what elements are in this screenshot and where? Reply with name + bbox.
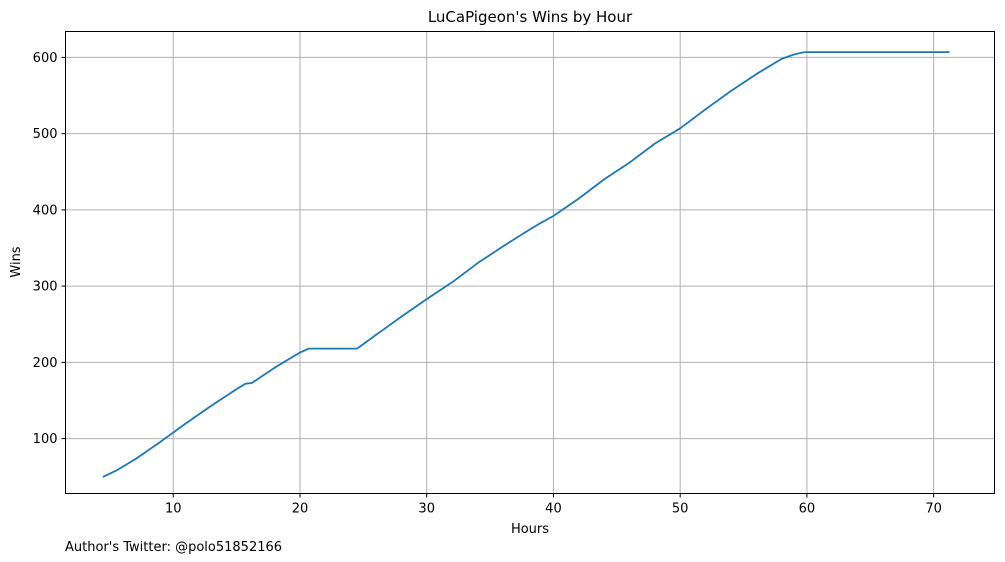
axis-ticks: 10 20 30 40 50 60 70 100 200 300 400 500 600	[33, 51, 942, 517]
y-tick-label: 300	[33, 280, 58, 295]
y-tick-label: 100	[33, 432, 58, 447]
x-tick-label: 30	[418, 502, 435, 517]
x-tick-label: 40	[545, 502, 562, 517]
y-tick-label: 400	[33, 203, 58, 218]
wins-series-line	[102, 51, 950, 478]
x-tick-label: 50	[672, 502, 689, 517]
x-tick-label: 10	[165, 502, 182, 517]
x-tick-label: 70	[925, 502, 942, 517]
y-tick-label: 200	[33, 356, 58, 371]
grid	[65, 31, 995, 494]
y-tick-label: 600	[33, 51, 58, 66]
plot-frame	[65, 31, 995, 494]
chart-title: LuCaPigeon's Wins by Hour	[428, 8, 633, 26]
series	[102, 51, 950, 478]
x-axis-label: Hours	[511, 522, 549, 537]
x-tick-label: 20	[292, 502, 309, 517]
y-tick-label: 500	[33, 127, 58, 142]
x-tick-label: 60	[799, 502, 816, 517]
author-twitter-note: Author's Twitter: @polo51852166	[65, 540, 282, 555]
y-axis-label: Wins	[9, 246, 24, 277]
